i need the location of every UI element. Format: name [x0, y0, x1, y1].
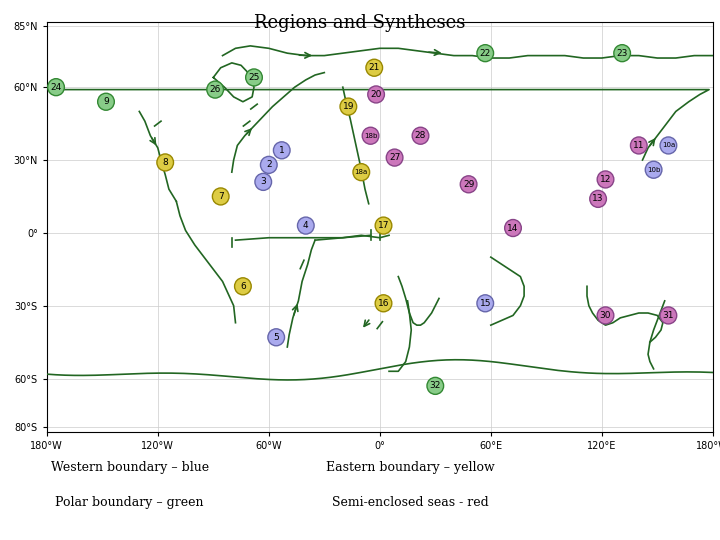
Text: 26: 26: [210, 85, 221, 94]
Ellipse shape: [427, 377, 444, 394]
Text: 31: 31: [662, 311, 674, 320]
Text: 25: 25: [248, 73, 260, 82]
Ellipse shape: [207, 81, 223, 98]
Text: Eastern boundary – yellow: Eastern boundary – yellow: [326, 461, 495, 474]
Ellipse shape: [368, 86, 384, 103]
Ellipse shape: [366, 59, 382, 76]
Ellipse shape: [353, 164, 369, 181]
Text: 5: 5: [274, 333, 279, 342]
Text: Western boundary – blue: Western boundary – blue: [50, 461, 209, 474]
Text: 8: 8: [162, 158, 168, 167]
Ellipse shape: [477, 45, 494, 62]
Text: 20: 20: [370, 90, 382, 99]
Text: 13: 13: [593, 194, 604, 204]
Ellipse shape: [268, 329, 284, 346]
Ellipse shape: [590, 191, 606, 207]
Text: 10a: 10a: [662, 143, 675, 148]
Ellipse shape: [212, 188, 229, 205]
Text: 16: 16: [378, 299, 390, 308]
Ellipse shape: [631, 137, 647, 154]
Text: 9: 9: [103, 97, 109, 106]
Text: Regions and Syntheses: Regions and Syntheses: [254, 14, 466, 31]
Ellipse shape: [386, 149, 403, 166]
Text: 3: 3: [261, 177, 266, 186]
Ellipse shape: [460, 176, 477, 193]
Ellipse shape: [246, 69, 262, 86]
Ellipse shape: [98, 93, 114, 110]
Text: 6: 6: [240, 282, 246, 291]
Ellipse shape: [477, 295, 494, 312]
Ellipse shape: [505, 220, 521, 237]
Ellipse shape: [362, 127, 379, 144]
Text: 24: 24: [50, 83, 62, 92]
Text: 19: 19: [343, 102, 354, 111]
Ellipse shape: [261, 157, 277, 173]
Ellipse shape: [255, 173, 271, 191]
Ellipse shape: [660, 137, 677, 154]
Text: 4: 4: [303, 221, 309, 230]
Ellipse shape: [375, 217, 392, 234]
Text: 29: 29: [463, 180, 474, 189]
Text: 10b: 10b: [647, 167, 660, 173]
Text: 2: 2: [266, 160, 271, 170]
Ellipse shape: [157, 154, 174, 171]
Text: 11: 11: [633, 141, 644, 150]
Text: Polar boundary – green: Polar boundary – green: [55, 496, 204, 509]
Text: 27: 27: [389, 153, 400, 162]
Text: 28: 28: [415, 131, 426, 140]
Text: 21: 21: [369, 63, 380, 72]
Ellipse shape: [614, 45, 631, 62]
Text: 17: 17: [378, 221, 390, 230]
Text: 22: 22: [480, 49, 491, 58]
Text: 12: 12: [600, 175, 611, 184]
Ellipse shape: [48, 79, 64, 96]
Ellipse shape: [660, 307, 677, 324]
Ellipse shape: [645, 161, 662, 178]
Text: 30: 30: [600, 311, 611, 320]
Text: 18a: 18a: [355, 169, 368, 175]
Text: 32: 32: [430, 381, 441, 390]
Text: 1: 1: [279, 146, 284, 155]
Ellipse shape: [375, 295, 392, 312]
Ellipse shape: [597, 171, 614, 188]
Ellipse shape: [597, 307, 614, 324]
Text: Semi-enclosed seas - red: Semi-enclosed seas - red: [332, 496, 489, 509]
Ellipse shape: [274, 142, 290, 159]
Text: 7: 7: [218, 192, 224, 201]
Ellipse shape: [340, 98, 356, 115]
Text: 14: 14: [508, 224, 518, 233]
Text: 18b: 18b: [364, 133, 377, 139]
Text: 23: 23: [616, 49, 628, 58]
Ellipse shape: [297, 217, 314, 234]
Ellipse shape: [412, 127, 429, 144]
Ellipse shape: [235, 278, 251, 295]
Text: 15: 15: [480, 299, 491, 308]
